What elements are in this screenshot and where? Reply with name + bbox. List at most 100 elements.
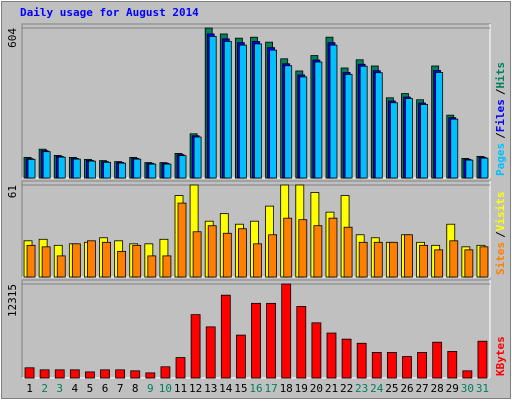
- x-tick-label: 7: [117, 382, 124, 395]
- legend-entry: Pages: [494, 143, 507, 176]
- bar: [238, 228, 247, 278]
- bar: [479, 246, 489, 278]
- bar: [88, 160, 96, 179]
- bar: [69, 369, 80, 379]
- bar: [281, 283, 292, 379]
- bar: [223, 41, 232, 179]
- bar: [54, 369, 65, 379]
- bar: [314, 61, 323, 179]
- bar: [24, 367, 35, 379]
- y-tick-label: 604: [6, 28, 19, 48]
- bar: [236, 334, 246, 379]
- x-tick-label: 25: [385, 382, 398, 395]
- legend-entry: Files: [494, 99, 507, 132]
- bar: [147, 255, 157, 278]
- bar: [432, 341, 443, 379]
- x-tick-label: 15: [234, 382, 247, 395]
- bar: [462, 370, 473, 379]
- bar: [374, 72, 383, 179]
- bar: [464, 249, 474, 278]
- bar: [117, 250, 127, 278]
- legend-entry: Sites: [494, 242, 507, 275]
- bar: [56, 255, 66, 278]
- bar: [177, 202, 187, 278]
- bar: [42, 151, 51, 179]
- x-tick-label: 13: [204, 382, 217, 395]
- bar: [341, 338, 352, 379]
- bar: [417, 352, 427, 379]
- bar: [358, 241, 368, 278]
- bar: [100, 369, 110, 379]
- bar: [420, 104, 428, 179]
- bar: [192, 231, 202, 278]
- bar: [296, 306, 307, 379]
- bar: [405, 98, 413, 179]
- bar: [359, 65, 368, 179]
- x-tick-label: 16: [249, 382, 262, 395]
- bar: [175, 357, 186, 379]
- bar: [343, 226, 353, 278]
- bar: [313, 225, 323, 278]
- x-tick-label: 17: [264, 382, 277, 395]
- bar: [160, 366, 171, 379]
- bar: [298, 219, 308, 278]
- bar: [253, 243, 262, 278]
- bar: [190, 314, 201, 379]
- bar: [326, 332, 337, 379]
- bar: [205, 326, 216, 379]
- bar: [148, 163, 157, 179]
- x-tick-label: 29: [446, 382, 459, 395]
- bar: [404, 234, 413, 278]
- bar: [239, 44, 247, 179]
- legend-entry: Visits: [494, 192, 507, 232]
- bar: [389, 102, 398, 179]
- bar: [254, 43, 262, 179]
- x-tick-label: 31: [476, 382, 489, 395]
- bar: [268, 234, 277, 278]
- x-tick-label: 12: [189, 382, 202, 395]
- bar: [477, 340, 488, 379]
- x-tick-label: 1: [26, 382, 33, 395]
- bar: [178, 155, 187, 179]
- bar: [344, 74, 353, 179]
- bar: [284, 65, 293, 179]
- bar: [434, 249, 444, 278]
- legend: Pages/Files/Hits: [494, 62, 507, 176]
- bar: [222, 232, 232, 278]
- bar: [118, 162, 127, 179]
- bar: [328, 217, 338, 278]
- x-tick-label: 10: [159, 382, 172, 395]
- bar: [27, 158, 36, 179]
- bar: [388, 241, 398, 278]
- bar: [329, 44, 338, 179]
- x-tick-label: 3: [56, 382, 63, 395]
- bar: [130, 370, 141, 379]
- bar: [266, 302, 276, 379]
- bar: [220, 294, 231, 379]
- x-tick-label: 24: [370, 382, 384, 395]
- x-tick-label: 14: [219, 382, 233, 395]
- bar: [71, 243, 81, 278]
- bar: [87, 240, 96, 278]
- x-tick-label: 27: [415, 382, 428, 395]
- x-tick-label: 28: [431, 382, 444, 395]
- x-tick-label: 11: [174, 382, 187, 395]
- bar: [39, 369, 50, 379]
- y-tick-label: 61: [6, 185, 19, 198]
- bar: [133, 158, 142, 179]
- bar: [72, 158, 81, 179]
- x-tick-label: 5: [87, 382, 94, 395]
- bar: [103, 161, 111, 179]
- bar: [435, 72, 444, 179]
- bar: [447, 351, 458, 379]
- bar: [449, 240, 459, 278]
- bar: [371, 352, 382, 379]
- bar: [85, 371, 95, 379]
- bar: [465, 159, 474, 179]
- legend: KBytes: [494, 336, 507, 376]
- y-tick-label: 12315: [6, 284, 19, 317]
- x-tick-label: 9: [147, 382, 154, 395]
- bar: [41, 246, 51, 278]
